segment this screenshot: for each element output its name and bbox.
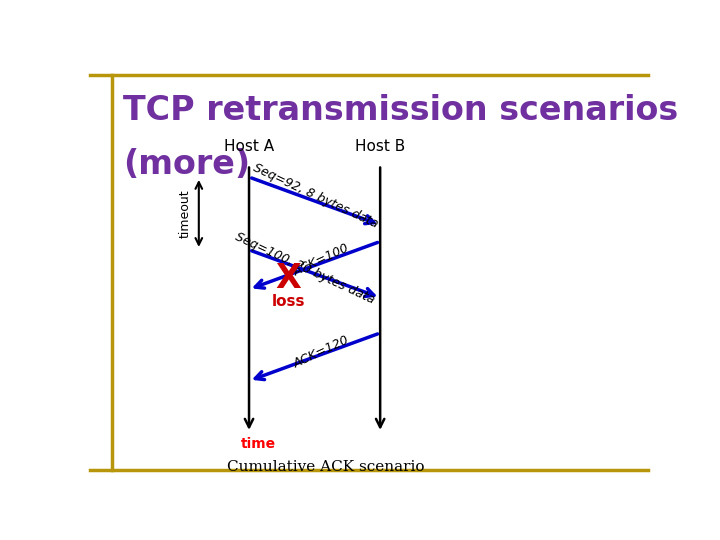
Text: Seq=100, 20 bytes data: Seq=100, 20 bytes data xyxy=(233,231,377,307)
Text: X: X xyxy=(275,262,301,295)
Text: Host A: Host A xyxy=(224,139,274,154)
Text: (more): (more) xyxy=(124,148,251,181)
Text: timeout: timeout xyxy=(179,189,192,238)
Text: Seq=92, 8 bytes data: Seq=92, 8 bytes data xyxy=(251,161,381,231)
Text: Host B: Host B xyxy=(355,139,405,154)
Text: loss: loss xyxy=(271,294,305,309)
Text: Cumulative ACK scenario: Cumulative ACK scenario xyxy=(227,460,425,474)
Text: TCP retransmission scenarios: TCP retransmission scenarios xyxy=(124,94,679,127)
Text: time: time xyxy=(240,437,276,451)
Text: ACK=120: ACK=120 xyxy=(292,333,351,370)
Text: ACK=100: ACK=100 xyxy=(292,242,351,279)
